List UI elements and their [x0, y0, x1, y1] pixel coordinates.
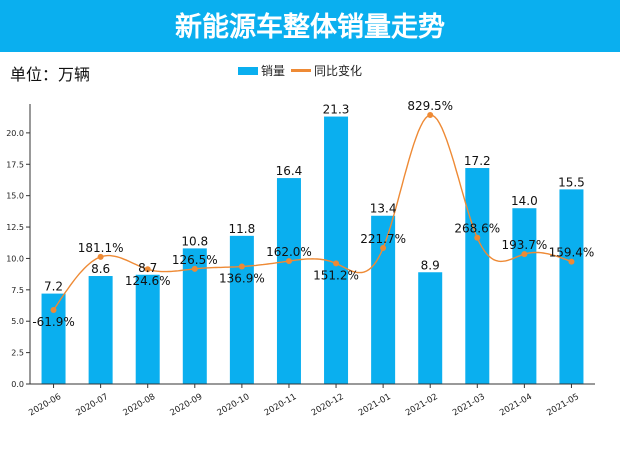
bar — [135, 274, 160, 384]
legend-bar-label: 销量 — [260, 64, 285, 78]
yoy-value-label: 829.5% — [407, 99, 453, 113]
yoy-point — [238, 263, 245, 270]
bar-value-label: 10.8 — [181, 234, 208, 248]
yoy-point — [97, 253, 104, 260]
bar — [512, 208, 537, 384]
yoy-point — [333, 260, 340, 267]
legend-bar-swatch — [237, 66, 258, 75]
legend: 销量 同比变化 — [0, 62, 600, 79]
y-tick-label: 15.0 — [6, 192, 24, 201]
y-tick-label: 10.0 — [6, 254, 24, 263]
yoy-point — [144, 266, 151, 273]
yoy-value-label: 193.7% — [501, 238, 547, 252]
legend-line-swatch — [291, 69, 311, 72]
unit-label: 单位：万辆 — [10, 65, 91, 84]
bar — [88, 276, 113, 384]
yoy-point — [50, 307, 57, 314]
y-tick-label: 2.5 — [11, 349, 24, 358]
x-tick-label: 2020-07 — [74, 392, 110, 418]
bar-value-label: 11.8 — [229, 222, 256, 236]
x-tick-label: 2021-05 — [545, 392, 581, 418]
x-tick-label: 2021-01 — [357, 392, 393, 418]
x-tick-label: 2020-09 — [169, 392, 205, 418]
bar — [229, 235, 254, 384]
bar-value-label: 13.4 — [370, 202, 397, 216]
x-tick-label: 2021-04 — [498, 392, 534, 418]
yoy-value-label: 126.5% — [172, 253, 218, 267]
bar-value-label: 14.0 — [511, 194, 538, 208]
yoy-point — [285, 258, 292, 265]
yoy-value-label: 221.7% — [360, 232, 406, 246]
bar — [371, 215, 396, 384]
yoy-point — [427, 112, 434, 119]
bar — [418, 272, 443, 384]
yoy-point — [568, 258, 575, 265]
bar-value-label: 15.5 — [558, 175, 585, 189]
yoy-value-label: 162.0% — [266, 245, 312, 259]
bar-value-label: 7.2 — [44, 280, 63, 294]
bar-value-label: 17.2 — [464, 154, 491, 168]
x-tick-label: 2020-06 — [27, 392, 63, 418]
yoy-value-label: 124.6% — [125, 274, 171, 288]
yoy-value-label: -61.9% — [32, 315, 74, 329]
yoy-point — [474, 234, 481, 241]
x-tick-label: 2020-10 — [216, 392, 252, 418]
yoy-line — [52, 114, 572, 311]
bar — [465, 168, 490, 384]
y-tick-label: 0.0 — [11, 380, 24, 389]
bar-value-label: 21.3 — [323, 103, 350, 117]
bar — [324, 116, 349, 384]
x-tick-label: 2020-11 — [263, 392, 299, 418]
bar-value-label: 8.7 — [138, 261, 157, 275]
chart-title: 新能源车整体销量走势 — [0, 0, 620, 52]
yoy-value-label: 151.2% — [313, 268, 359, 282]
x-tick-label: 2020-08 — [121, 392, 157, 418]
x-tick-label: 2021-03 — [451, 392, 487, 418]
yoy-value-label: 136.9% — [219, 272, 265, 286]
yoy-point — [191, 265, 198, 272]
x-tick-label: 2021-02 — [404, 392, 440, 418]
y-tick-label: 12.5 — [6, 223, 24, 232]
bar — [559, 189, 584, 384]
y-tick-label: 7.5 — [11, 286, 24, 295]
yoy-point — [521, 251, 528, 258]
x-tick-label: 2020-12 — [310, 392, 346, 418]
bar-value-label: 16.4 — [276, 164, 303, 178]
y-tick-label: 17.5 — [6, 160, 24, 169]
y-tick-label: 5.0 — [11, 317, 24, 326]
legend-line-label: 同比变化 — [314, 64, 363, 78]
bar-value-label: 8.6 — [91, 262, 110, 276]
yoy-value-label: 159.4% — [549, 246, 595, 260]
bar — [276, 178, 301, 384]
yoy-point — [380, 245, 387, 252]
yoy-value-label: 181.1% — [78, 241, 124, 255]
y-tick-label: 20.0 — [6, 129, 24, 138]
yoy-value-label: 268.6% — [454, 222, 500, 236]
bar-value-label: 8.9 — [421, 258, 440, 272]
